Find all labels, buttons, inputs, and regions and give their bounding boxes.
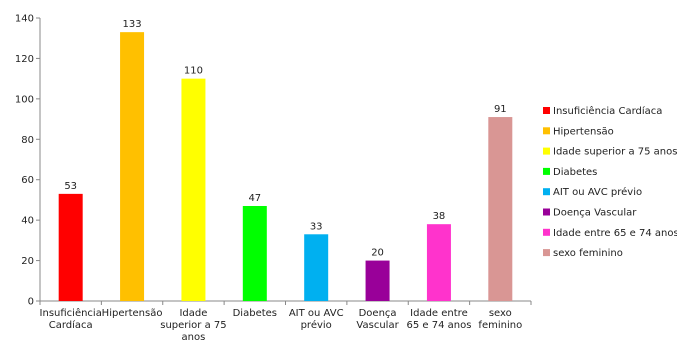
y-tick-label: 40 bbox=[21, 216, 34, 227]
legend-swatch bbox=[543, 107, 550, 114]
y-tick-label: 100 bbox=[15, 94, 34, 105]
data-label: 110 bbox=[184, 66, 203, 77]
category-label: anos bbox=[182, 332, 206, 343]
y-tick-label: 0 bbox=[28, 297, 34, 308]
y-tick-label: 60 bbox=[21, 175, 34, 186]
legend-swatch bbox=[543, 147, 550, 155]
bar bbox=[304, 234, 329, 301]
data-label: 133 bbox=[123, 19, 142, 30]
category-label: sexo bbox=[489, 308, 512, 319]
bar bbox=[120, 32, 145, 302]
chart-axes: 0 20 40 60 80 100 120 140 bbox=[15, 14, 532, 308]
legend-entry: AIT ou AVC prévio bbox=[553, 186, 642, 198]
data-label: 20 bbox=[371, 248, 384, 259]
category-label: Idade bbox=[179, 308, 207, 319]
legend-entry: Insuficiência Cardíaca bbox=[553, 105, 662, 117]
bar bbox=[58, 193, 83, 301]
category-label: Vascular bbox=[356, 320, 399, 331]
data-label: 53 bbox=[64, 181, 77, 192]
category-label: 65 e 74 anos bbox=[406, 320, 471, 331]
category-label: prévio bbox=[301, 319, 332, 331]
category-label: Doença bbox=[359, 308, 397, 319]
category-label: superior a 75 bbox=[160, 320, 226, 331]
bar bbox=[488, 117, 513, 301]
bar bbox=[365, 260, 390, 301]
chart-data-labels: 53 133 110 47 33 20 38 91 bbox=[64, 19, 506, 258]
chart-legend: Insuficiência Cardíaca Hipertensão Idade s… bbox=[543, 105, 677, 259]
legend-swatch bbox=[543, 167, 550, 175]
category-label: Idade entre bbox=[410, 308, 468, 319]
category-label: Insuficiência bbox=[40, 307, 102, 319]
data-label: 91 bbox=[494, 104, 507, 115]
category-label: AIT ou AVC bbox=[289, 308, 344, 319]
y-tick-label: 120 bbox=[15, 54, 34, 65]
legend-swatch bbox=[543, 188, 550, 196]
category-label: Hipertensão bbox=[102, 308, 163, 319]
legend-entry: Idade superior a 75 anos bbox=[553, 147, 677, 158]
bar bbox=[181, 78, 206, 302]
legend-swatch bbox=[543, 228, 550, 236]
data-label: 47 bbox=[248, 193, 261, 204]
legend-swatch bbox=[543, 127, 550, 135]
legend-swatch bbox=[543, 249, 550, 257]
category-label: feminino bbox=[478, 320, 522, 331]
data-label: 38 bbox=[433, 211, 446, 222]
legend-entry: Hipertensão bbox=[553, 126, 614, 137]
category-label: Diabetes bbox=[233, 308, 277, 319]
legend-entry: Diabetes bbox=[553, 167, 597, 178]
y-tick-label: 20 bbox=[21, 256, 34, 267]
bar bbox=[242, 205, 267, 301]
legend-entry: Idade entre 65 e 74 anos bbox=[553, 228, 677, 239]
y-tick-label: 80 bbox=[21, 135, 34, 146]
legend-entry: sexo feminino bbox=[553, 248, 623, 259]
legend-swatch bbox=[543, 208, 550, 216]
chart-bars bbox=[58, 32, 513, 302]
bar bbox=[426, 224, 451, 301]
category-label: Cardíaca bbox=[49, 319, 93, 331]
data-label: 33 bbox=[310, 221, 323, 232]
y-tick-label: 140 bbox=[15, 14, 34, 25]
legend-entry: Doença Vascular bbox=[553, 208, 637, 219]
